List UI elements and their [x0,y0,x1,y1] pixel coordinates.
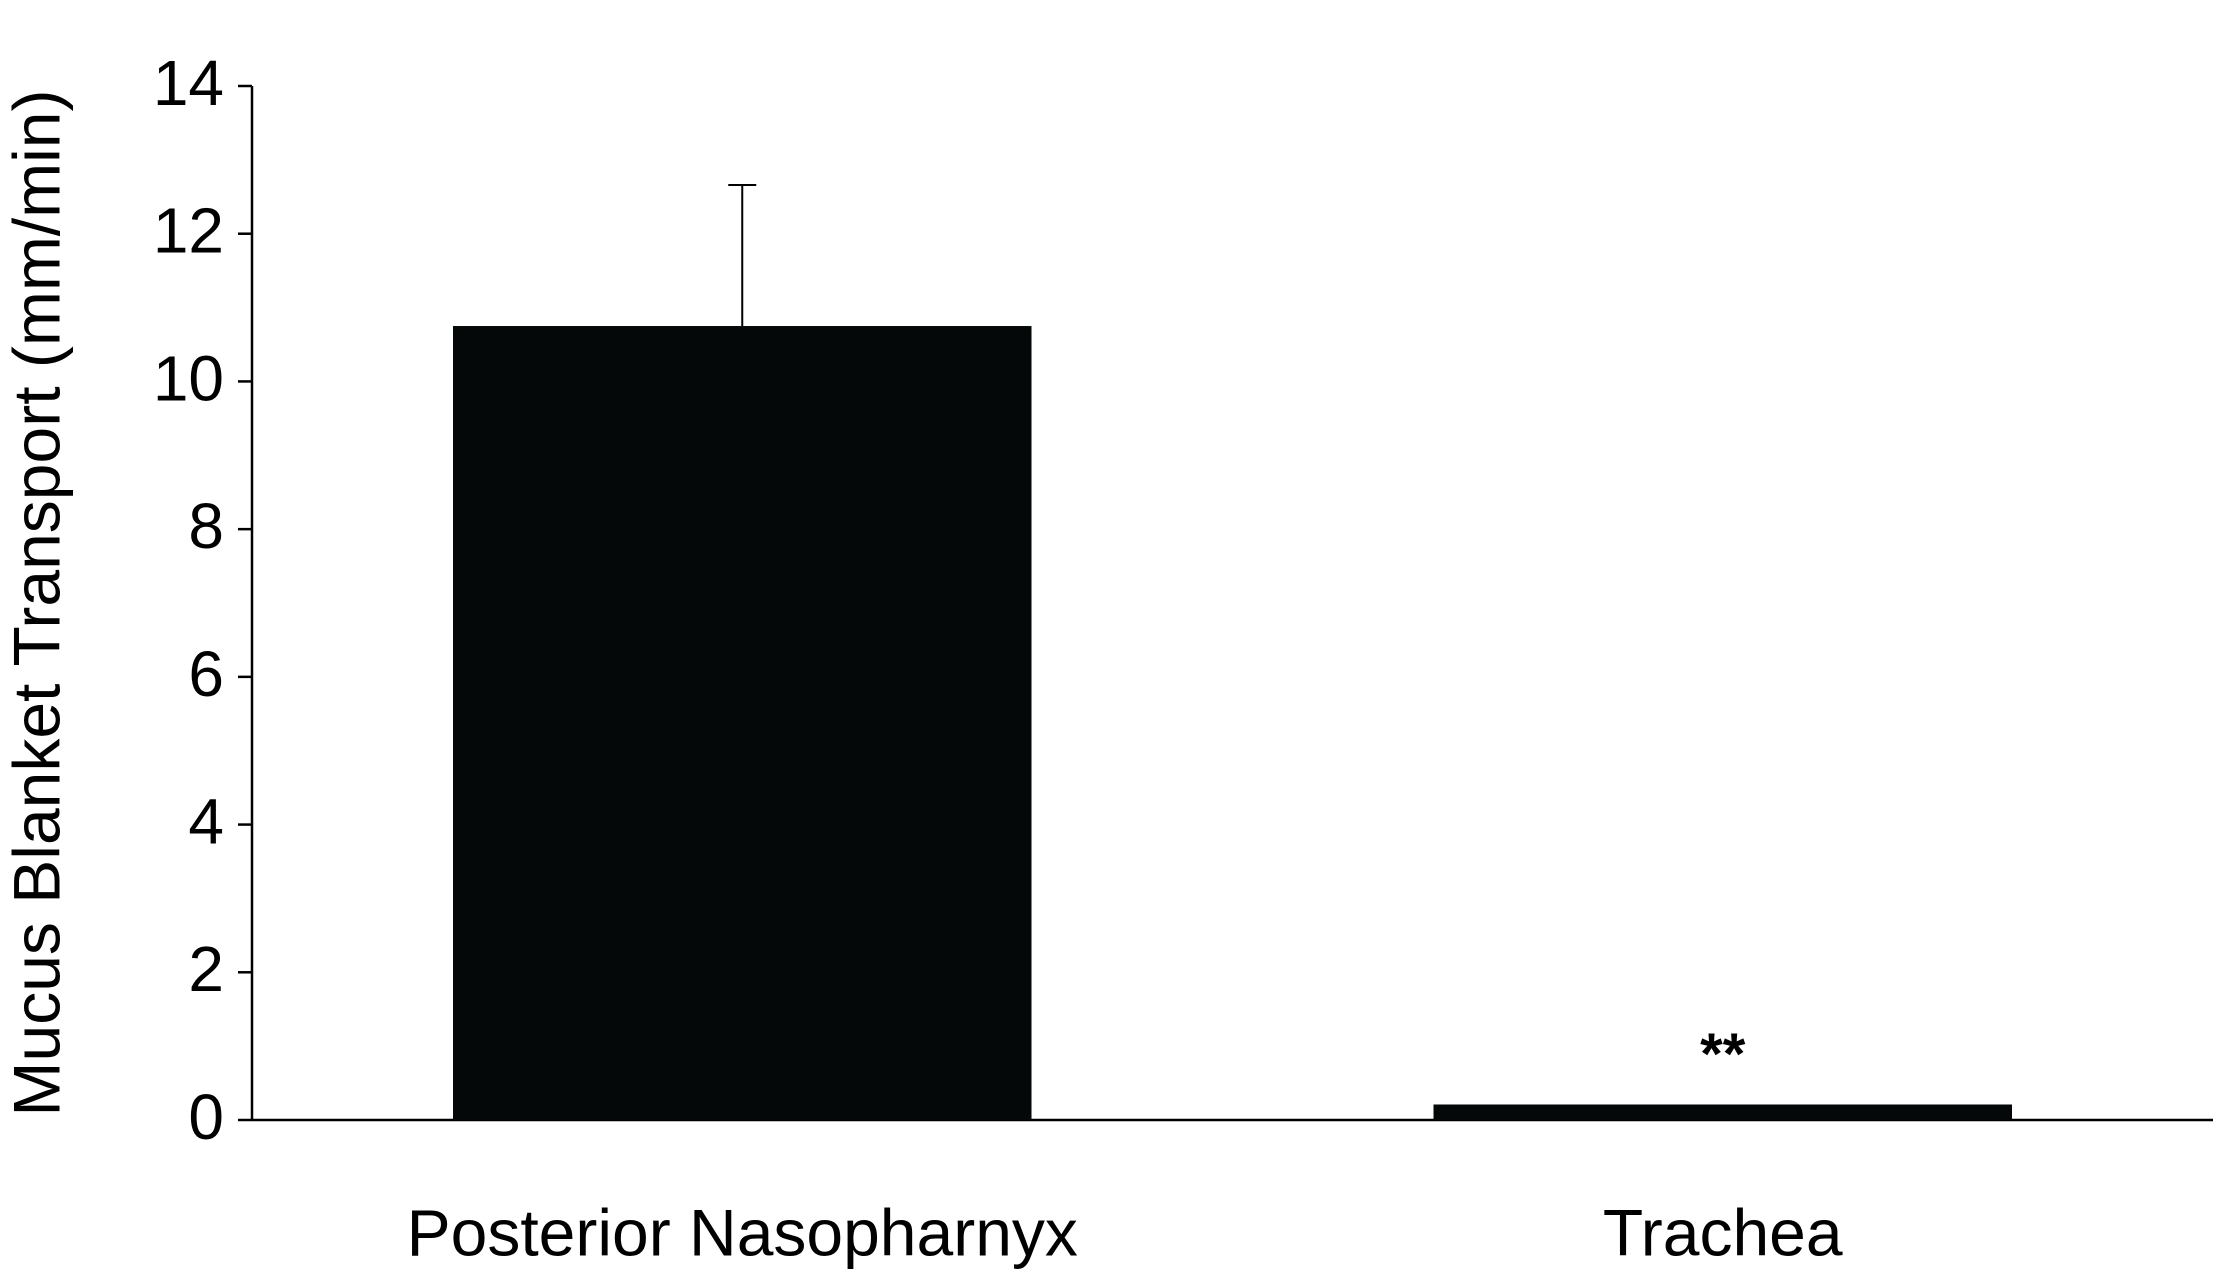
bar [1433,1104,2012,1120]
annotation: ** [1700,1022,1746,1087]
y-tick-label: 4 [188,785,224,857]
error-bar [728,183,757,327]
y-tick-label: 10 [153,342,224,414]
y-tick-label: 6 [188,638,224,710]
x-tick-label: Posterior Nasopharnyx [407,1195,1078,1269]
x-tick-label: Trachea [1603,1195,1843,1269]
y-tick-label: 12 [153,195,224,267]
y-axis-label: Mucus Blanket Transport (mm/min) [0,90,73,1117]
y-tick-label: 8 [188,490,224,562]
bar [453,326,1032,1120]
y-tick-label: 2 [188,933,224,1005]
y-tick-label: 14 [153,47,224,119]
y-tick-label: 0 [188,1081,224,1153]
